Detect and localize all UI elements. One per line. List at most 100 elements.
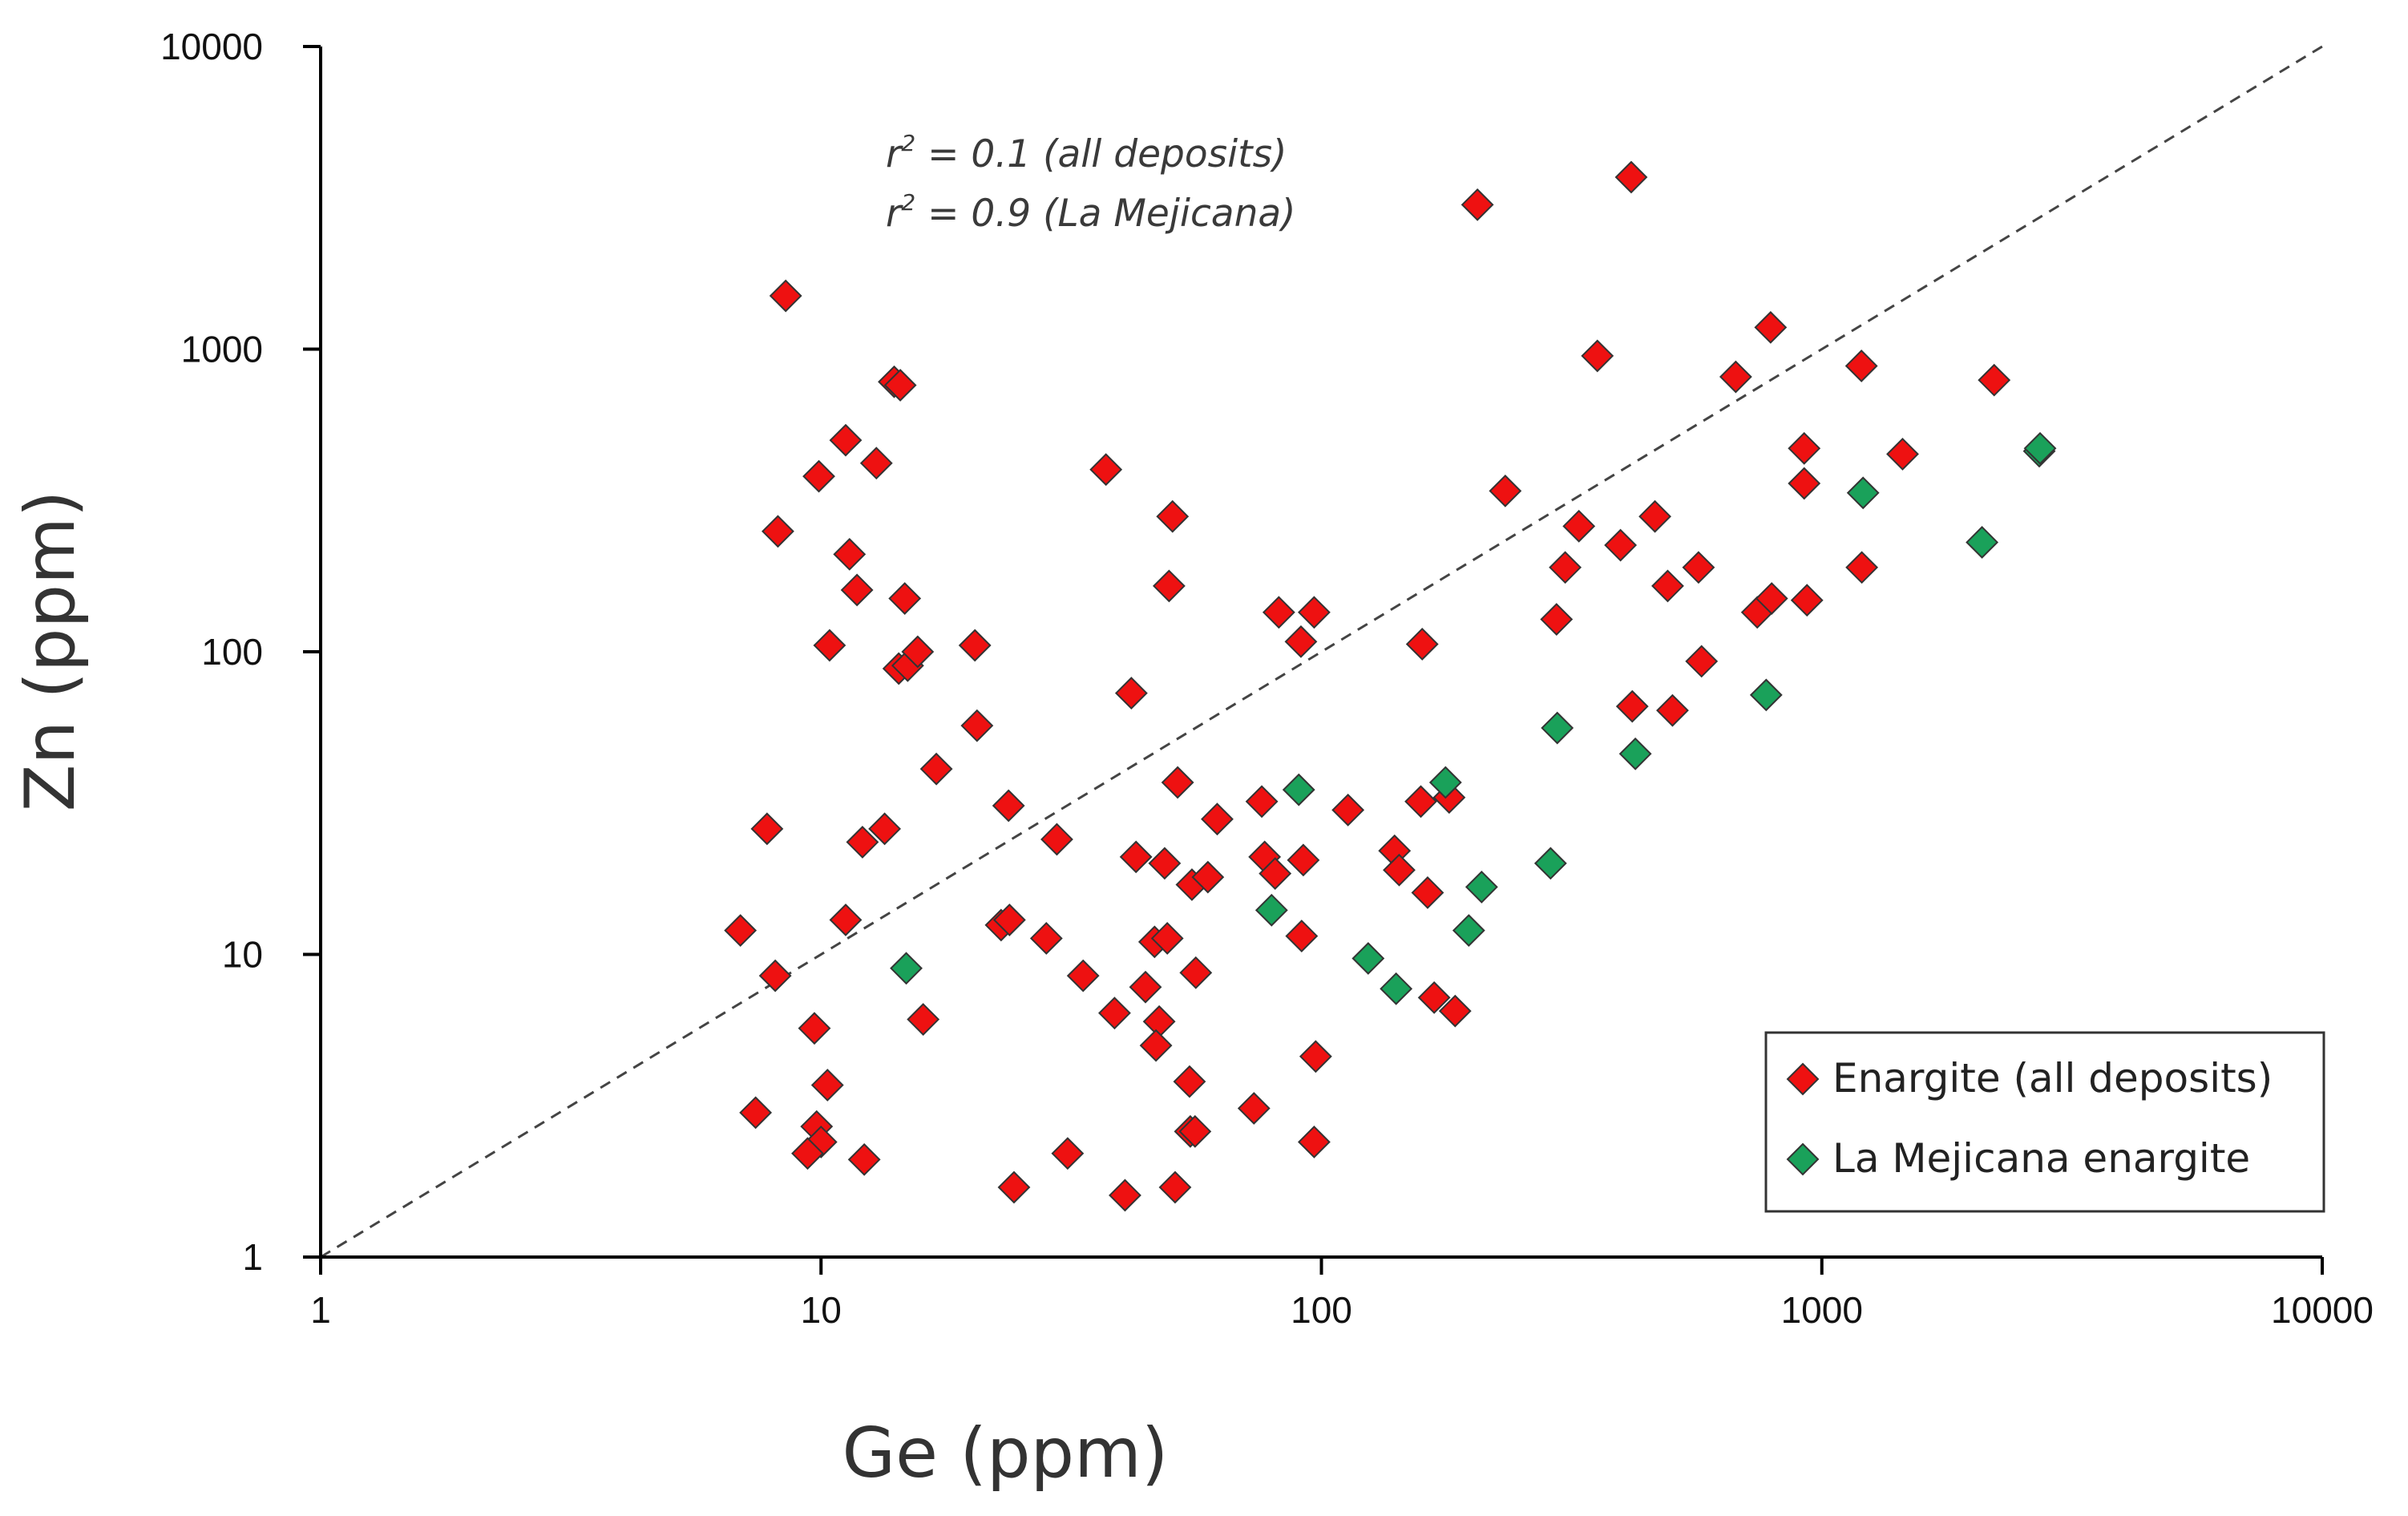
legend-label-la-mejicana: La Mejicana enargite bbox=[1832, 1135, 2250, 1182]
enargite-point bbox=[1682, 551, 1715, 584]
enargite-point bbox=[1109, 1178, 1141, 1212]
la-mejicana-point bbox=[1541, 711, 1574, 745]
annotation-all-deposits: r2 = 0.1 (all deposits) bbox=[886, 130, 1287, 176]
enargite-point bbox=[1754, 310, 1788, 344]
annotation-text: = 0.1 (all deposits) bbox=[915, 132, 1287, 176]
enargite-point bbox=[1139, 1029, 1173, 1062]
enargite-point bbox=[724, 914, 758, 948]
enargite-point bbox=[1638, 499, 1671, 533]
enargite-point bbox=[813, 629, 846, 662]
enargite-point bbox=[1066, 959, 1100, 992]
enargite-point bbox=[833, 537, 867, 571]
legend: Enargite (all deposits) La Mejicana enar… bbox=[1764, 1031, 2325, 1213]
enargite-point bbox=[1173, 1065, 1206, 1098]
enargite-point bbox=[1284, 625, 1318, 658]
y-tick-label: 100 bbox=[201, 631, 263, 673]
la-mejicana-point bbox=[2023, 431, 2057, 465]
legend-label-enargite: Enargite (all deposits) bbox=[1832, 1055, 2273, 1102]
enargite-point bbox=[798, 1012, 831, 1045]
la-mejicana-point bbox=[1255, 893, 1288, 927]
annotation-r-symbol: r bbox=[886, 192, 903, 236]
annotation-text: = 0.9 (La Mejicana) bbox=[915, 192, 1295, 236]
enargite-point bbox=[919, 752, 953, 786]
enargite-point bbox=[1549, 551, 1582, 584]
legend-marker-la-mejicana bbox=[1786, 1142, 1820, 1176]
axis-ticks: 1 10 100 1000 10000 1 10 100 1000 10000 bbox=[160, 26, 2374, 1331]
enargite-point bbox=[868, 812, 902, 846]
enargite-point bbox=[1089, 453, 1123, 487]
enargite-point bbox=[1790, 584, 1824, 617]
enargite-point bbox=[997, 1170, 1031, 1204]
y-tick-label: 10 bbox=[222, 934, 263, 976]
la-mejicana-point bbox=[1351, 942, 1385, 975]
enargite-point bbox=[1152, 569, 1186, 603]
la-mejicana-point bbox=[1282, 773, 1315, 807]
x-tick-label: 10 bbox=[801, 1289, 842, 1331]
enargite-point bbox=[1156, 499, 1190, 533]
enargite-point bbox=[1405, 628, 1439, 661]
enargite-point bbox=[829, 423, 863, 457]
r-squared-annotations: r2 = 0.1 (all deposits) r2 = 0.9 (La Mej… bbox=[886, 130, 1296, 236]
enargite-point bbox=[1788, 467, 1821, 500]
annotation-r-symbol: r bbox=[886, 132, 903, 176]
enargite-point bbox=[1158, 1170, 1192, 1204]
enargite-point bbox=[758, 959, 792, 992]
enargite-point bbox=[1845, 551, 1879, 584]
x-tick-label: 1 bbox=[310, 1289, 331, 1331]
enargite-point bbox=[769, 279, 802, 313]
enargite-point bbox=[1411, 876, 1444, 909]
la-mejicana-point bbox=[1966, 526, 1999, 559]
enargite-point bbox=[810, 1069, 844, 1102]
enargite-point bbox=[1417, 980, 1451, 1014]
enargite-point bbox=[1201, 802, 1234, 836]
enargite-point bbox=[1262, 596, 1295, 629]
la-mejicana-point bbox=[1452, 914, 1485, 948]
enargite-point bbox=[1148, 847, 1182, 880]
enargite-point bbox=[1461, 188, 1494, 221]
enargite-point bbox=[739, 1096, 773, 1130]
enargite-point bbox=[1719, 360, 1752, 394]
la-mejicana-point bbox=[890, 952, 923, 985]
enargite-point bbox=[791, 1137, 824, 1170]
enargite-point bbox=[1161, 766, 1194, 799]
enargite-point bbox=[1978, 363, 2011, 397]
one-to-one-reference-line bbox=[320, 45, 2323, 1259]
enargite-point bbox=[1788, 431, 1821, 465]
enargite-point bbox=[907, 1003, 940, 1036]
y-tick-label: 1 bbox=[242, 1236, 263, 1278]
annotation-la-mejicana: r2 = 0.9 (La Mejicana) bbox=[886, 189, 1296, 236]
x-tick-label: 1000 bbox=[1781, 1289, 1863, 1331]
enargite-point bbox=[992, 789, 1025, 823]
enargite-point bbox=[762, 515, 794, 548]
enargite-point bbox=[1886, 437, 1919, 471]
enargite-point bbox=[1651, 569, 1684, 603]
y-tick-label: 1000 bbox=[181, 329, 263, 370]
enargite-point bbox=[1129, 970, 1162, 1004]
enargite-point bbox=[750, 812, 784, 846]
enargite-point bbox=[829, 904, 863, 936]
enargite-point bbox=[846, 826, 879, 859]
x-axis-title: Ge (ppm) bbox=[842, 1413, 1169, 1494]
enargite-point bbox=[1237, 1092, 1271, 1125]
enargite-point bbox=[1179, 956, 1213, 989]
enargite-point bbox=[1119, 840, 1153, 874]
la-mejicana-point bbox=[1749, 678, 1783, 712]
enargite-point bbox=[958, 629, 992, 662]
enargite-point bbox=[1540, 603, 1574, 636]
legend-box bbox=[1764, 1031, 2325, 1213]
enargite-point bbox=[1685, 645, 1719, 678]
y-axis-title: Zn (ppm) bbox=[10, 491, 91, 812]
la-mejicana-point bbox=[1465, 871, 1498, 904]
enargite-point bbox=[1287, 843, 1320, 877]
enargite-point bbox=[847, 1142, 881, 1176]
enargite-point bbox=[1098, 997, 1131, 1030]
enargite-point bbox=[1051, 1137, 1085, 1170]
enargite-point bbox=[1331, 793, 1365, 827]
la-mejicana-point bbox=[1380, 972, 1413, 1005]
enargite-point bbox=[1404, 785, 1437, 819]
la-mejicana-point bbox=[1846, 476, 1880, 510]
y-tick-label: 10000 bbox=[160, 26, 263, 67]
enargite-point bbox=[1259, 857, 1292, 891]
enargite-point bbox=[960, 709, 994, 742]
